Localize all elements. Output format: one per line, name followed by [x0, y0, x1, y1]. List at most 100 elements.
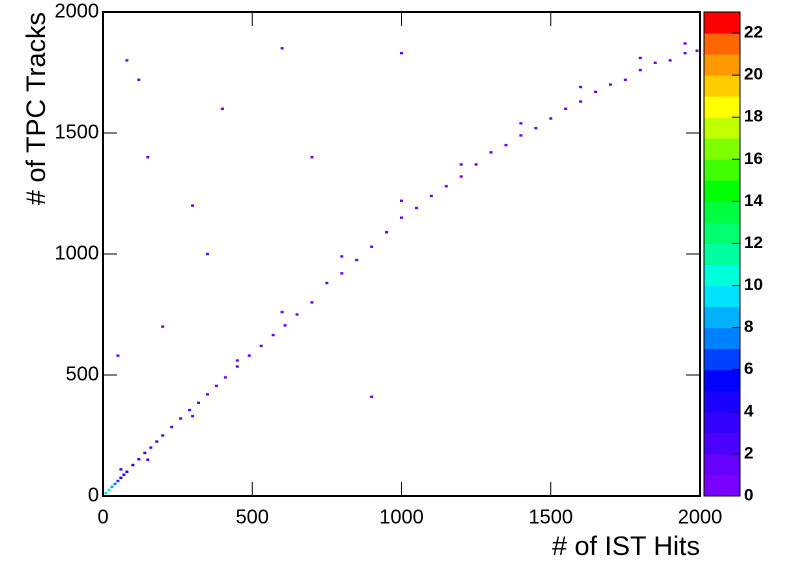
z-tick-label: 4 [744, 401, 754, 420]
cell [143, 451, 147, 455]
cell [223, 376, 227, 379]
cell [340, 272, 344, 275]
cell [638, 68, 642, 72]
z-tick-label: 18 [744, 107, 763, 126]
color-band [704, 243, 740, 266]
cell [519, 122, 523, 125]
cell [149, 446, 153, 449]
y-axis-title: # of TPC Tracks [21, 12, 51, 205]
cell [283, 324, 287, 327]
x-axis-title: # of IST Hits [552, 531, 700, 561]
cell [170, 425, 174, 429]
cell [280, 310, 284, 314]
cell [400, 216, 403, 219]
z-tick-label: 2 [744, 443, 753, 462]
colorbar-frame [703, 11, 741, 497]
cell [116, 479, 120, 483]
cell [131, 463, 135, 467]
cell [653, 61, 657, 65]
z-tick-label: 12 [744, 233, 763, 252]
cell [534, 126, 538, 130]
cell [107, 488, 111, 492]
cell [259, 344, 263, 348]
color-band [704, 453, 740, 476]
cell [594, 90, 598, 94]
z-tick-label: 6 [744, 359, 753, 378]
cell [549, 117, 553, 120]
color-band [704, 222, 740, 244]
cell [235, 365, 239, 368]
cell [489, 151, 493, 154]
y-tick-label: 2000 [55, 0, 100, 22]
cell [205, 393, 209, 396]
x-tick-label: 500 [236, 506, 269, 528]
cell [325, 281, 329, 285]
cell [310, 156, 314, 159]
cell [235, 359, 239, 362]
cell [110, 485, 114, 489]
cell [429, 194, 433, 198]
z-tick-label: 14 [744, 191, 763, 210]
y-tick-label: 500 [66, 363, 99, 385]
cell [188, 408, 192, 412]
cell [280, 47, 284, 50]
color-band [704, 285, 740, 308]
color-band [704, 180, 740, 202]
cell [119, 476, 123, 480]
cell [155, 440, 159, 443]
cell [400, 199, 403, 202]
cell [414, 206, 418, 210]
cell [355, 258, 359, 262]
cell [119, 468, 123, 471]
cell [310, 301, 314, 304]
z-tick-label: 8 [744, 317, 753, 336]
cell [579, 100, 583, 103]
cell [683, 42, 687, 45]
y-tick-label: 0 [88, 484, 99, 506]
cell [459, 175, 463, 178]
cell [214, 384, 218, 388]
cell [161, 325, 165, 328]
cell [504, 143, 508, 147]
cell [146, 156, 150, 159]
z-tick-label: 0 [744, 485, 753, 504]
cell [271, 333, 275, 337]
color-band [704, 33, 740, 55]
cell [161, 434, 165, 437]
cell [564, 107, 568, 110]
cell [197, 401, 201, 405]
color-band [704, 411, 740, 434]
color-band [704, 138, 740, 160]
color-band [704, 264, 740, 287]
x-tick-label: 2000 [678, 506, 723, 528]
color-band [704, 54, 740, 76]
cell [385, 231, 389, 234]
color-band [704, 327, 740, 350]
z-tick-label: 22 [744, 23, 763, 42]
cell [608, 83, 612, 86]
cell [370, 245, 374, 248]
color-band [704, 159, 740, 181]
cell [519, 134, 523, 137]
color-band [704, 390, 740, 413]
cell [125, 59, 129, 62]
cell [122, 473, 126, 476]
cell [340, 255, 344, 258]
cell [668, 59, 672, 62]
color-band [704, 432, 740, 455]
cell [695, 49, 699, 52]
x-tick-label: 0 [97, 506, 108, 528]
cell [220, 107, 224, 110]
y-tick-label: 1000 [55, 242, 100, 264]
cell [137, 78, 141, 81]
z-tick-label: 20 [744, 65, 763, 84]
z-tick-label: 16 [744, 149, 763, 168]
cell [370, 395, 374, 398]
color-band [704, 96, 740, 118]
cell [191, 414, 195, 418]
color-band [704, 306, 740, 329]
y-tick-label: 1500 [55, 121, 100, 143]
cell [444, 185, 448, 188]
color-band [704, 474, 740, 497]
